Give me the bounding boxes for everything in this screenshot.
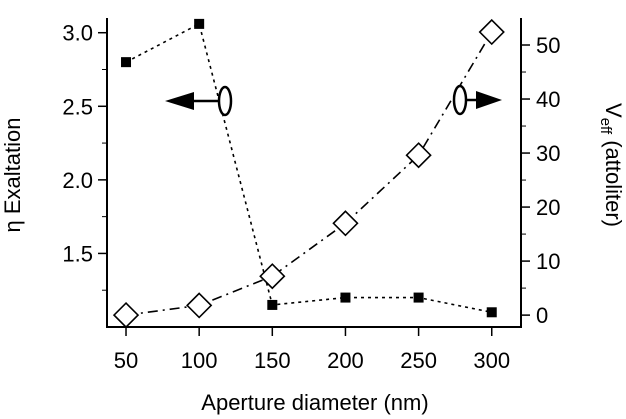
series-0-point bbox=[121, 57, 132, 68]
series-0-point bbox=[194, 18, 205, 29]
x-tick-label: 50 bbox=[114, 348, 138, 373]
y-left-tick-label: 2.5 bbox=[62, 94, 93, 119]
y-right-tick-label: 10 bbox=[536, 249, 560, 274]
left-arrow-ellipse bbox=[217, 85, 233, 117]
series-1-point bbox=[332, 210, 359, 237]
y-axis-right-title-subscript: eff bbox=[597, 118, 614, 135]
y-right-tick-label: 30 bbox=[536, 141, 560, 166]
x-tick-label: 300 bbox=[473, 348, 510, 373]
series-0-point bbox=[486, 307, 497, 318]
y-axis-right-title: Veff (attoliter) bbox=[597, 103, 626, 227]
series-group bbox=[112, 18, 505, 329]
y-right-tick-label: 50 bbox=[536, 33, 560, 58]
series-0-line bbox=[125, 22, 492, 314]
y-left-tick-label: 3.0 bbox=[62, 21, 93, 46]
series-1-line bbox=[125, 31, 493, 316]
y-right-tick-label: 20 bbox=[536, 195, 560, 220]
y-axis-left-title: η Exaltation bbox=[0, 118, 25, 233]
y-axis-right-title-rest: (attoliter) bbox=[601, 134, 626, 227]
series-0-point bbox=[413, 292, 424, 303]
series-0-point bbox=[267, 299, 278, 310]
x-tick-label: 250 bbox=[400, 348, 437, 373]
right-arrow-head bbox=[476, 91, 502, 109]
y-axis-right-title-main: V bbox=[601, 103, 626, 118]
series-1-point bbox=[405, 142, 432, 169]
y-left-tick-label: 2.0 bbox=[62, 168, 93, 193]
series-1-point bbox=[259, 263, 286, 290]
x-tick-label: 100 bbox=[181, 348, 218, 373]
x-axis-title: Aperture diameter (nm) bbox=[201, 390, 428, 415]
right-arrow-ellipse bbox=[452, 84, 468, 116]
y-left-tick-label: 1.5 bbox=[62, 241, 93, 266]
annotations bbox=[165, 84, 502, 117]
x-tick-label: 150 bbox=[254, 348, 291, 373]
x-tick-label: 200 bbox=[327, 348, 364, 373]
series-1-point bbox=[478, 18, 505, 46]
series-1-point bbox=[112, 301, 140, 329]
left-arrow-head bbox=[165, 92, 194, 110]
series-1-point bbox=[186, 292, 213, 319]
y-right-tick-label: 0 bbox=[536, 303, 548, 328]
series-0-point bbox=[340, 292, 351, 303]
axes: 50 100 150 200 250 300 1.5 2.0 2.5 3.0 0 10 20 30 40 50 bbox=[62, 18, 560, 373]
y-right-tick-label: 40 bbox=[536, 87, 560, 112]
